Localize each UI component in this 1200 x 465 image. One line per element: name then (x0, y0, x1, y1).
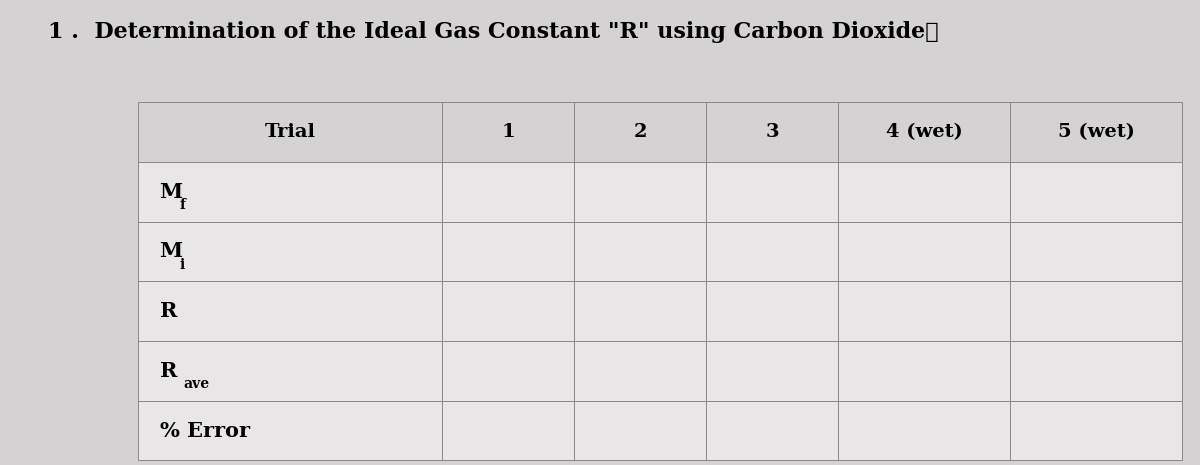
Bar (138, 341, 442, 401)
Bar (1010, 102, 1182, 162)
Text: f: f (180, 198, 186, 212)
Text: ave: ave (184, 377, 210, 391)
Text: M: M (160, 241, 182, 261)
Bar (839, 222, 1010, 281)
Text: R: R (160, 361, 176, 381)
Text: Trial: Trial (264, 123, 316, 141)
Bar (574, 401, 707, 460)
Bar (442, 341, 574, 401)
Bar (707, 401, 839, 460)
Bar (1010, 341, 1182, 401)
Bar (442, 281, 574, 341)
Bar (707, 102, 839, 162)
Text: M: M (160, 182, 182, 202)
Text: i: i (180, 258, 185, 272)
Bar (138, 281, 442, 341)
Bar (442, 222, 574, 281)
Bar (1010, 162, 1182, 222)
Bar (574, 281, 707, 341)
Text: 5 (wet): 5 (wet) (1057, 123, 1134, 141)
Bar (138, 222, 442, 281)
Bar (839, 281, 1010, 341)
Bar (1010, 222, 1182, 281)
Bar (1010, 281, 1182, 341)
Bar (574, 162, 707, 222)
Bar (707, 162, 839, 222)
Text: 4 (wet): 4 (wet) (886, 123, 962, 141)
Text: 3: 3 (766, 123, 779, 141)
Text: % Error: % Error (160, 420, 250, 440)
Text: 2: 2 (634, 123, 647, 141)
Bar (138, 162, 442, 222)
Bar (707, 341, 839, 401)
Text: R: R (160, 301, 176, 321)
Bar (442, 401, 574, 460)
Text: 1: 1 (502, 123, 515, 141)
Bar (839, 102, 1010, 162)
Bar (574, 341, 707, 401)
Bar (442, 162, 574, 222)
Text: 1 .  Determination of the Ideal Gas Constant "R" using Carbon Dioxide⎯: 1 . Determination of the Ideal Gas Const… (48, 21, 938, 43)
Bar (839, 401, 1010, 460)
Bar (574, 222, 707, 281)
Bar (839, 341, 1010, 401)
Bar (574, 102, 707, 162)
Bar (1010, 401, 1182, 460)
Bar (138, 102, 442, 162)
Bar (442, 102, 574, 162)
Bar (839, 162, 1010, 222)
Bar (707, 222, 839, 281)
Bar (707, 281, 839, 341)
Bar (138, 401, 442, 460)
